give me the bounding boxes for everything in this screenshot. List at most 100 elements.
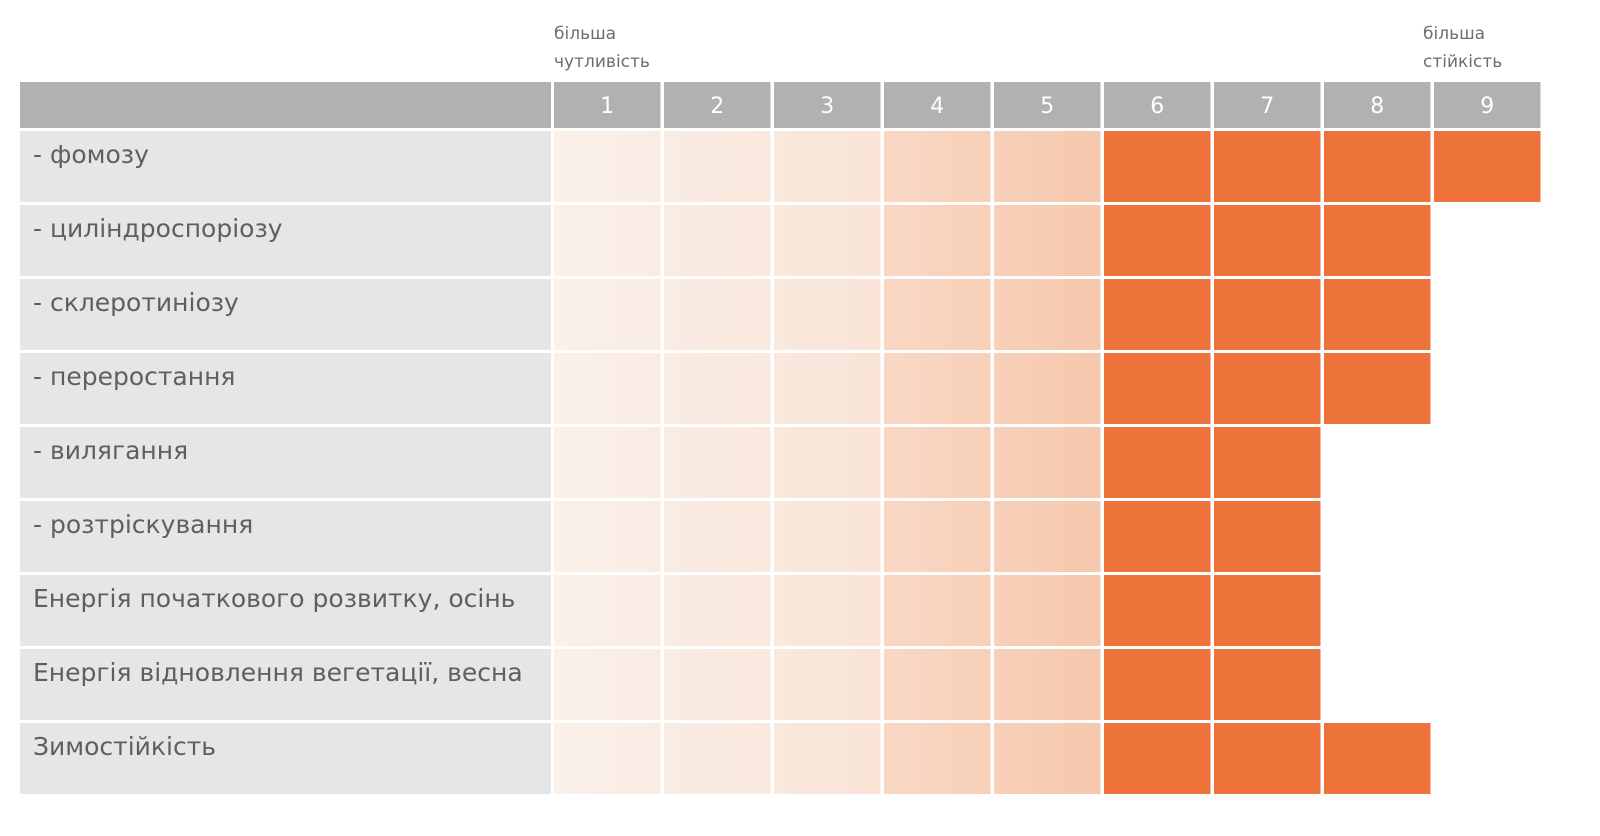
gradient-cell (884, 353, 991, 424)
gradient-cell (554, 205, 661, 276)
gradient-cell (664, 279, 771, 350)
row-label: - розтріскування (33, 510, 253, 539)
row-label: Енергія початкового розвитку, осінь (33, 584, 515, 613)
gradient-cell (664, 501, 771, 572)
rating-bar-cell (1104, 279, 1211, 350)
gradient-cell (554, 427, 661, 498)
row-label: - переростання (33, 362, 235, 391)
gradient-cell (884, 279, 991, 350)
rating-bar-cell (1324, 723, 1431, 794)
gradient-cell (884, 723, 991, 794)
sensitivity-note-line-1: більша (554, 24, 617, 44)
row-label-cell (20, 279, 551, 350)
gradient-cell (774, 649, 881, 720)
rating-bar-cell (1214, 353, 1321, 424)
gradient-cell (664, 353, 771, 424)
gradient-cell (994, 205, 1101, 276)
scale-tick-5: 5 (1040, 94, 1054, 119)
row-label: Енергія відновлення вегетації, весна (33, 658, 523, 687)
gradient-cell (664, 649, 771, 720)
scale-tick-2: 2 (710, 94, 724, 119)
header-scale-cell-2 (664, 82, 771, 128)
gradient-cell (884, 205, 991, 276)
header-scale-cell-3 (774, 82, 881, 128)
gradient-cell (554, 279, 661, 350)
gradient-cell (664, 575, 771, 646)
gradient-cell (994, 649, 1101, 720)
gradient-cell (774, 723, 881, 794)
rating-bar-cell (1214, 723, 1321, 794)
scale-tick-9: 9 (1480, 94, 1494, 119)
scale-tick-6: 6 (1150, 94, 1164, 119)
gradient-cell (554, 649, 661, 720)
rating-bar-cell (1324, 279, 1431, 350)
header-scale-cell-5 (994, 82, 1101, 128)
rating-bar-cell (1214, 131, 1321, 202)
rating-bar-cell (1324, 131, 1431, 202)
header-scale-cell-6 (1104, 82, 1211, 128)
rating-bar-cell (1214, 279, 1321, 350)
rating-bar-cell (1104, 131, 1211, 202)
rating-bar-cell (1104, 575, 1211, 646)
gradient-cell (664, 723, 771, 794)
gradient-cell (774, 205, 881, 276)
resistance-note-line-2: стійкість (1423, 52, 1503, 72)
gradient-cell (664, 427, 771, 498)
resistance-note: більша стійкість (1423, 20, 1502, 76)
rating-bar-cell (1104, 353, 1211, 424)
gradient-cell (664, 205, 771, 276)
row-label: - вилягання (33, 436, 188, 465)
gradient-cell (884, 427, 991, 498)
row-label: Зимостійкість (33, 732, 216, 761)
row-label-cell (20, 575, 551, 646)
header-scale-cell-1 (554, 82, 661, 128)
scale-tick-8: 8 (1370, 94, 1384, 119)
row-label: - циліндроспоріозу (33, 214, 283, 243)
sensitivity-note-line-2: чутливість (554, 52, 650, 72)
rating-bar-cell (1214, 427, 1321, 498)
rating-bar-cell (1214, 575, 1321, 646)
gradient-cell (554, 131, 661, 202)
row-label-cell (20, 649, 551, 720)
row-label: - склеротиніозу (33, 288, 239, 317)
row-label-cell (20, 427, 551, 498)
rating-bar-cell (1104, 205, 1211, 276)
rating-bar-cell (1214, 501, 1321, 572)
row-label-cell (20, 353, 551, 424)
rating-bar-cell (1104, 649, 1211, 720)
header-scale-cell-8 (1324, 82, 1431, 128)
rating-bar-cell (1104, 427, 1211, 498)
gradient-cell (994, 279, 1101, 350)
gradient-cell (774, 279, 881, 350)
gradient-cell (774, 427, 881, 498)
gradient-cell (994, 575, 1101, 646)
scale-tick-7: 7 (1260, 94, 1274, 119)
gradient-cell (884, 649, 991, 720)
gradient-cell (554, 723, 661, 794)
gradient-cell (774, 501, 881, 572)
gradient-cell (554, 501, 661, 572)
gradient-cell (994, 501, 1101, 572)
header-scale-cell-7 (1214, 82, 1321, 128)
gradient-cell (994, 723, 1101, 794)
resistance-note-line-1: більша (1423, 24, 1486, 44)
rating-bar-cell (1434, 131, 1541, 202)
row-label: - фомозу (33, 140, 149, 169)
rating-bar-cell (1104, 501, 1211, 572)
scale-tick-1: 1 (600, 94, 614, 119)
rating-bar-cell (1214, 205, 1321, 276)
gradient-cell (774, 131, 881, 202)
rating-bar-cell (1104, 723, 1211, 794)
gradient-cell (994, 131, 1101, 202)
gradient-cell (554, 575, 661, 646)
scale-tick-4: 4 (930, 94, 944, 119)
row-label-cell (20, 131, 551, 202)
gradient-cell (994, 353, 1101, 424)
row-label-cell (20, 205, 551, 276)
row-label-cell (20, 501, 551, 572)
gradient-cell (884, 501, 991, 572)
gradient-cell (774, 353, 881, 424)
gradient-cell (994, 427, 1101, 498)
rating-bar-cell (1324, 205, 1431, 276)
